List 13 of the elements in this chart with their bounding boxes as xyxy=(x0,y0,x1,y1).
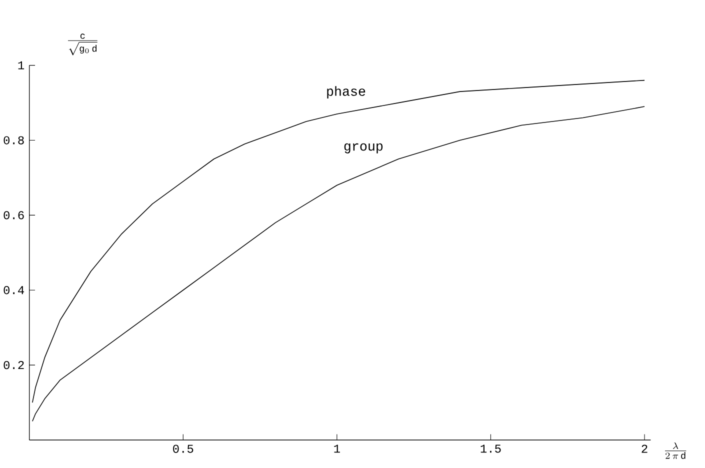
series-label: group xyxy=(344,143,383,154)
x-tick-label: 0.5 xyxy=(173,444,194,453)
y-tick-label: 0.8 xyxy=(4,136,24,144)
y-tick-label: 1 xyxy=(18,61,24,70)
x-tick-label: 1.5 xyxy=(480,444,501,453)
y-tick-label: 0.2 xyxy=(4,360,24,370)
x-axis-title: $\frac{\lambda}{2\,\pi\,\mathrm{d}}$ xyxy=(664,442,686,459)
series-label: phase xyxy=(327,86,366,99)
x-tick-label: 1 xyxy=(334,444,340,453)
x-tick-label: 2 xyxy=(642,444,648,453)
y-tick-label: 0.6 xyxy=(4,211,24,220)
y-axis-title: $\frac{\mathrm{c}}{\sqrt{\mathrm{g}_0\,\mathrm{d}}}$ xyxy=(68,34,98,56)
y-tick-label: 0.4 xyxy=(4,286,24,294)
